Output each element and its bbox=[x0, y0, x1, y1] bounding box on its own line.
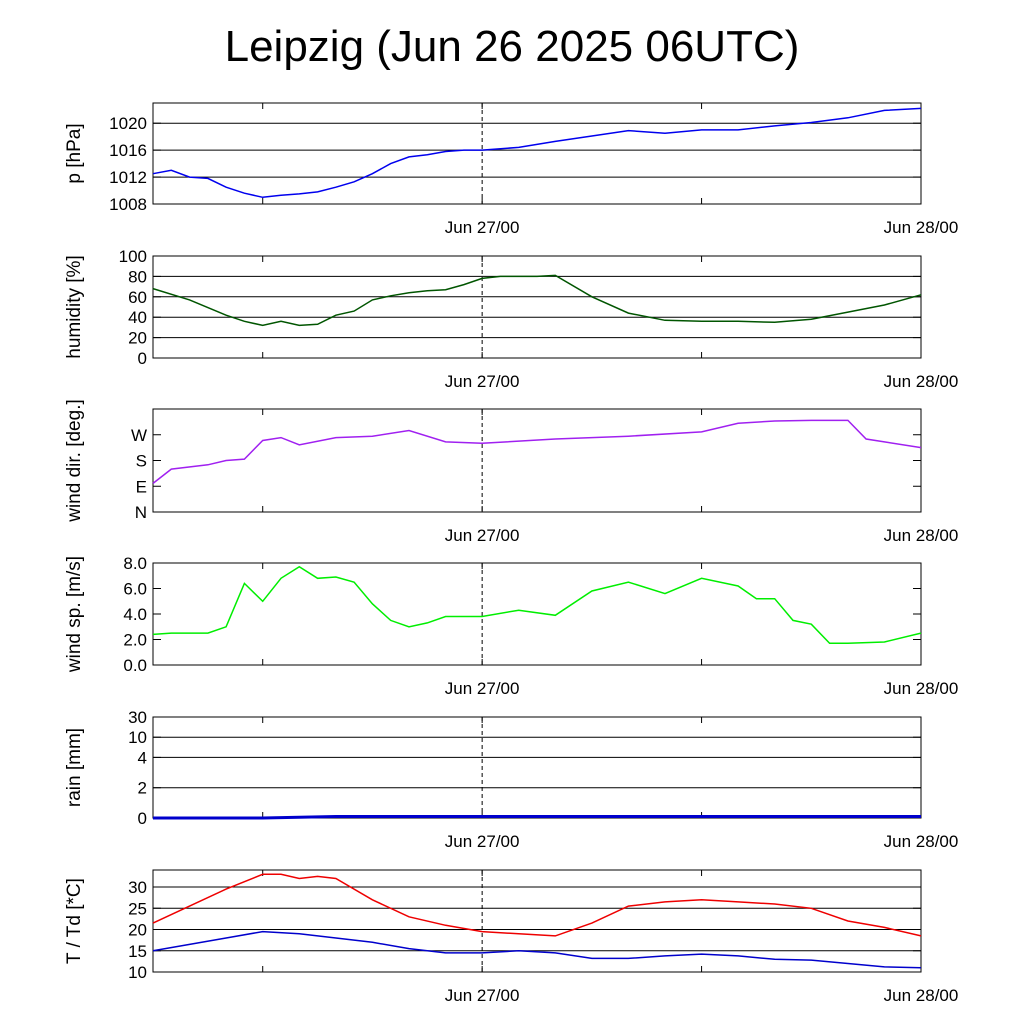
plot-frame bbox=[152, 102, 922, 205]
y-axis-label: T / Td [*C] bbox=[64, 878, 85, 964]
series-line-wind_dir bbox=[152, 419, 922, 484]
plot-frame bbox=[152, 562, 922, 666]
y-axis-label: rain [mm] bbox=[64, 728, 85, 807]
series-line-rain bbox=[153, 815, 921, 820]
y-tick-label: 15 bbox=[128, 942, 147, 961]
y-tick-label: 6.0 bbox=[123, 580, 147, 599]
y-tick-label: 4.0 bbox=[123, 605, 147, 624]
y-tick-label: 100 bbox=[119, 247, 147, 266]
y-tick-label: 2.0 bbox=[123, 631, 147, 650]
y-tick-label: 10 bbox=[128, 728, 147, 747]
x-tick-label: Jun 27/00 bbox=[445, 218, 520, 237]
y-axis-label: wind dir. [deg.] bbox=[64, 399, 85, 523]
y-tick-label: 30 bbox=[128, 708, 147, 727]
y-axis-label: wind sp. [m/s] bbox=[64, 556, 85, 673]
panel-pressure: 1008 1012 1016 1020 p [hPa] Jun 27/00 Jun 28/0… bbox=[64, 102, 959, 237]
x-tick-label: Jun 27/00 bbox=[445, 372, 520, 391]
y-tick-label: 25 bbox=[128, 899, 147, 918]
y-tick-label: 2 bbox=[138, 779, 147, 798]
series-line-pressure bbox=[152, 107, 922, 199]
panel-temperature: 10 15 20 25 30 T / Td [*C] Jun 27/00 Jun 28/00 bbox=[64, 869, 959, 1005]
y-tick-label: E bbox=[136, 477, 147, 496]
series-line-wind_speed bbox=[152, 565, 922, 645]
x-tick-label: Jun 28/00 bbox=[884, 218, 959, 237]
x-tick-label: Jun 27/00 bbox=[445, 986, 520, 1005]
x-tick-label: Jun 28/00 bbox=[884, 832, 959, 851]
y-tick-label: 60 bbox=[128, 288, 147, 307]
y-tick-label: W bbox=[131, 426, 147, 445]
y-tick-label: 1016 bbox=[109, 141, 147, 160]
x-tick-label: Jun 28/00 bbox=[884, 986, 959, 1005]
x-tick-label: Jun 28/00 bbox=[884, 372, 959, 391]
y-tick-label: 1008 bbox=[109, 195, 147, 214]
x-tick-label: Jun 27/00 bbox=[445, 526, 520, 545]
y-tick-label: N bbox=[135, 503, 147, 522]
y-tick-label: 10 bbox=[128, 963, 147, 982]
series-line-dewpoint bbox=[152, 930, 922, 969]
series-line-humidity bbox=[152, 274, 922, 327]
y-tick-label: 1012 bbox=[109, 168, 147, 187]
chart-title: Leipzig (Jun 26 2025 06UTC) bbox=[224, 22, 800, 71]
plot-frame bbox=[152, 408, 922, 513]
y-axis-label: p [hPa] bbox=[64, 123, 85, 183]
x-tick-label: Jun 28/00 bbox=[884, 526, 959, 545]
y-tick-label: 4 bbox=[138, 748, 147, 767]
x-tick-label: Jun 27/00 bbox=[445, 679, 520, 698]
y-tick-label: 8.0 bbox=[123, 554, 147, 573]
y-axis-label: humidity [%] bbox=[64, 255, 85, 358]
y-tick-label: 0 bbox=[138, 809, 147, 828]
y-tick-label: 20 bbox=[128, 921, 147, 940]
y-tick-label: 20 bbox=[128, 329, 147, 348]
y-tick-label: 0 bbox=[138, 349, 147, 368]
plot-frame bbox=[152, 869, 922, 973]
y-tick-label: 1020 bbox=[109, 114, 147, 133]
plot-frame bbox=[152, 716, 922, 819]
y-tick-label: 30 bbox=[128, 878, 147, 897]
y-tick-label: 0.0 bbox=[123, 656, 147, 675]
x-tick-label: Jun 28/00 bbox=[884, 679, 959, 698]
series-line-temperature bbox=[152, 873, 922, 937]
y-tick-label: 80 bbox=[128, 267, 147, 286]
panel-wind_speed: 0.0 2.0 4.0 6.0 8.0 wind sp. [m/s] Jun 27/00 Ju… bbox=[64, 554, 958, 698]
x-tick-label: Jun 27/00 bbox=[445, 832, 520, 851]
y-tick-label: S bbox=[136, 452, 147, 471]
plot-frame bbox=[152, 255, 922, 359]
y-tick-label: 40 bbox=[128, 308, 147, 327]
